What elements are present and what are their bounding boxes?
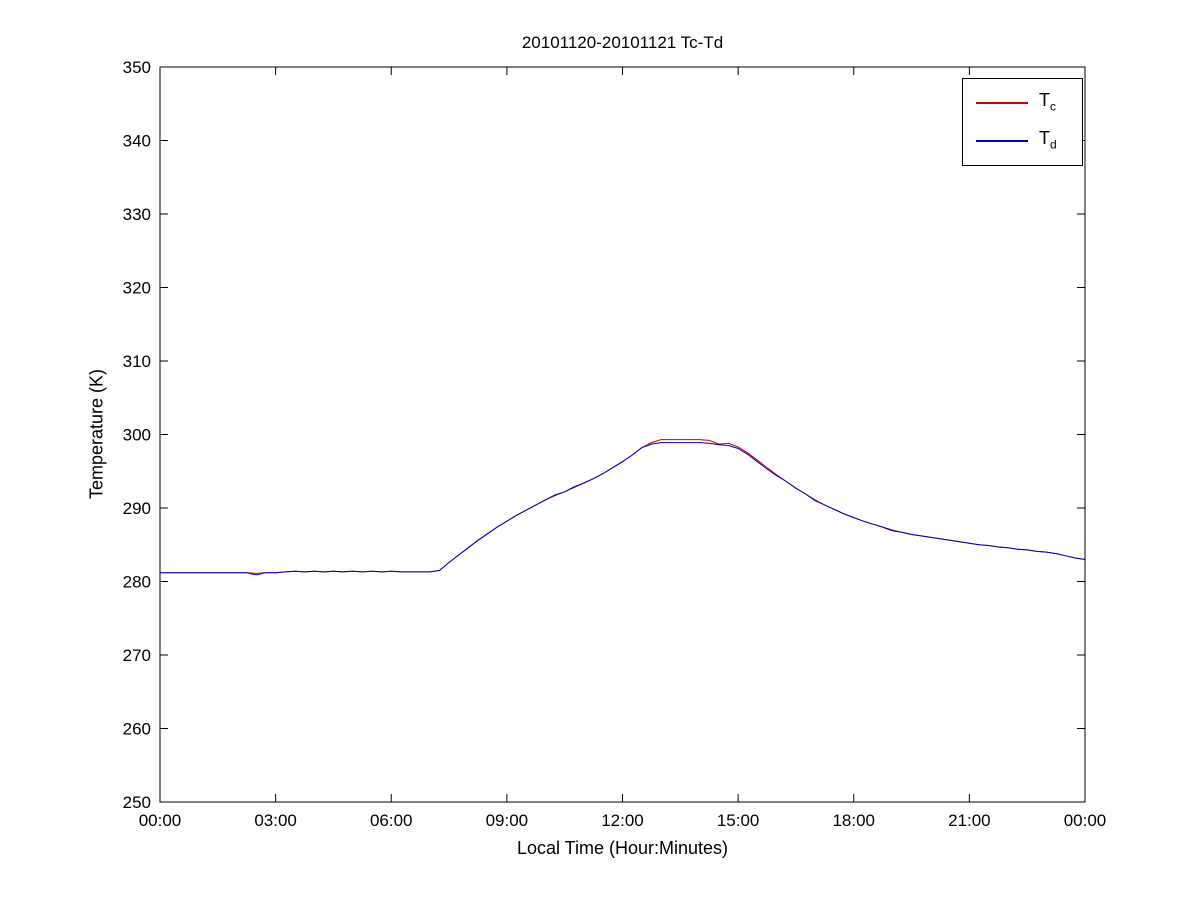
x-axis-label: Local Time (Hour:Minutes) bbox=[516, 838, 729, 858]
x-tick-label: 00:00 bbox=[139, 811, 182, 830]
y-tick-label: 260 bbox=[123, 720, 151, 739]
x-tick-label: 15:00 bbox=[717, 811, 760, 830]
y-tick-label: 340 bbox=[123, 132, 151, 151]
series-line-tc bbox=[160, 439, 1086, 574]
y-tick-label: 270 bbox=[123, 646, 151, 665]
y-tick-label: 320 bbox=[123, 279, 151, 298]
legend-label-td: Td bbox=[1039, 127, 1057, 156]
legend-line-sample-tc bbox=[976, 101, 1028, 104]
x-tick-label: 18:00 bbox=[832, 811, 875, 830]
plot-box bbox=[159, 66, 1086, 803]
legend-label-td-main: T bbox=[1039, 127, 1050, 148]
y-tick-label: 330 bbox=[123, 205, 151, 224]
series-line-td bbox=[160, 442, 1086, 576]
legend-label-tc: Tc bbox=[1039, 89, 1056, 118]
legend-entry-tc: Tc bbox=[963, 89, 1082, 118]
x-tick-label: 00:00 bbox=[1064, 811, 1107, 830]
legend-label-tc-sub: c bbox=[1050, 99, 1056, 114]
y-tick-label: 280 bbox=[123, 573, 151, 592]
legend-label-tc-main: T bbox=[1039, 89, 1050, 110]
x-tick-label: 21:00 bbox=[948, 811, 991, 830]
x-tick-label: 09:00 bbox=[486, 811, 529, 830]
legend-line-sample-td bbox=[976, 140, 1028, 143]
y-tick-label: 290 bbox=[123, 499, 151, 518]
y-tick-label: 310 bbox=[123, 352, 151, 371]
x-tick-label: 03:00 bbox=[254, 811, 297, 830]
x-tick-label: 06:00 bbox=[370, 811, 413, 830]
y-tick-label: 350 bbox=[123, 58, 151, 77]
legend: Tc Td bbox=[962, 78, 1083, 166]
legend-label-td-sub: d bbox=[1050, 137, 1057, 152]
x-tick-label: 12:00 bbox=[601, 811, 644, 830]
y-tick-label: 300 bbox=[123, 426, 151, 445]
chart-title: 20101120-20101121 Tc-Td bbox=[521, 33, 724, 52]
y-tick-label: 250 bbox=[123, 793, 151, 812]
legend-entry-td: Td bbox=[963, 127, 1082, 156]
